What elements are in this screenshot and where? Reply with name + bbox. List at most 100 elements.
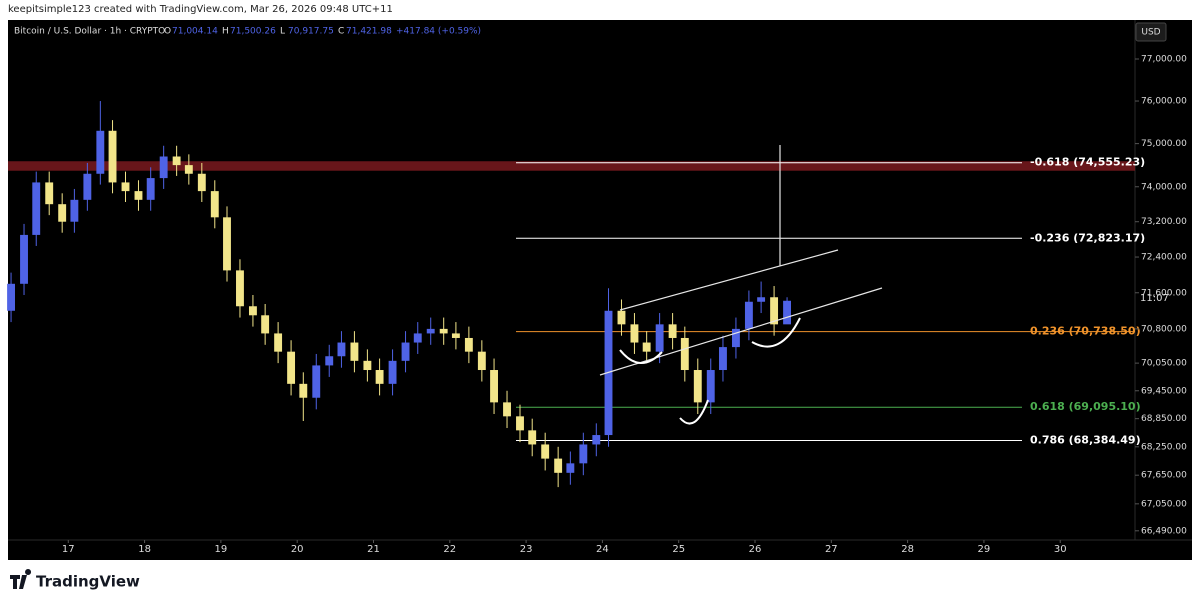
candle-body [744,301,753,329]
chart-background [8,20,1192,560]
candle-body [426,328,435,334]
candle-body [630,324,639,343]
candle-body [146,178,155,200]
symbol-title: Bitcoin / U.S. Dollar · 1h · CRYPTO [14,27,165,37]
candle-body [642,342,651,352]
y-tick-label: 69,450.00 [1141,386,1187,396]
candle-body [134,191,143,200]
x-tick-label: 26 [749,544,762,555]
candle-body [287,351,296,384]
ohlc-value: 71,421.98 [346,27,392,37]
candle-body [541,444,550,459]
brand: TradingView [10,569,140,591]
x-tick-label: 28 [901,544,914,555]
x-tick-label: 21 [367,544,380,555]
top-bar: keepitsimple123 created with TradingView… [0,0,1200,20]
candle-body [261,315,270,334]
candle-body [554,458,563,473]
candle-body [617,310,626,325]
candle-body [83,173,92,200]
candle-body [299,383,308,398]
candle-body [680,337,689,371]
candle-body [121,182,130,192]
brand-name: TradingView [36,573,140,591]
fib-label: -0.618 (74,555.23) [1030,156,1145,169]
y-tick-label: 73,200.00 [1141,217,1187,227]
ohlc-label: O [164,27,171,37]
curve-1 [619,349,663,364]
ohlc-value: 71,500.26 [230,27,276,37]
countdown: 11:07 [1140,293,1169,304]
candle-body [7,283,15,311]
x-tick-label: 17 [62,544,75,555]
y-tick-label: 66,490.00 [1141,526,1187,536]
y-tick-label: 68,850.00 [1141,414,1187,424]
x-tick-label: 24 [596,544,609,555]
candle-body [45,182,54,205]
curve-2 [679,399,709,425]
y-tick-label: 71,600.00 [1141,288,1187,298]
candle-body [274,333,283,352]
y-tick-label: 74,000.00 [1141,182,1187,192]
candle-body [172,156,181,166]
candle-body [401,342,410,361]
candle-body [451,333,460,338]
x-tick-label: 20 [291,544,304,555]
candle-body [236,270,244,307]
candle-body [477,351,486,371]
x-tick-label: 27 [825,544,838,555]
ohlc-value: 71,004.14 [172,27,218,37]
candle-body [184,165,193,174]
y-tick-label: 70,800.00 [1141,324,1187,334]
candle-body [490,370,498,403]
candle-body [363,360,372,371]
candle-body [566,463,575,473]
x-tick-label: 25 [672,544,685,555]
y-tick-label: 68,250.00 [1141,442,1187,452]
candle-body [312,365,321,398]
candle-body [579,444,588,464]
candle-body [592,435,601,445]
ohlc-label: H [222,27,229,37]
candle-body [516,416,524,431]
fib-label: -0.236 (72,823.17) [1030,231,1145,244]
candle-body [108,130,117,183]
candle-body [20,234,28,284]
x-tick-label: 29 [978,544,991,555]
curve-3 [751,317,801,348]
y-tick-label: 67,050.00 [1141,499,1187,509]
fib-label: 0.786 (68,384.49) [1030,433,1141,446]
candle-body [731,328,740,348]
currency-box[interactable] [1135,22,1167,42]
candle-body [757,297,766,302]
candle-body [350,342,359,361]
channel-lower [599,287,883,376]
candle-body [719,347,727,371]
candle-body [70,199,79,222]
y-tick-label: 76,000.00 [1141,97,1187,107]
candle-body [655,324,664,352]
y-tick-label: 70,050.00 [1141,359,1187,369]
zones [8,161,1135,171]
attribution: keepitsimple123 created with TradingView… [8,4,393,15]
currency: USD [1141,28,1160,38]
x-tick-label: 30 [1054,544,1067,555]
x-tick-label: 19 [215,544,228,555]
candles [7,101,791,488]
change: +417.84 (+0.59%) [396,27,481,37]
y-tick-label: 72,400.00 [1141,253,1187,263]
candle-body [770,297,779,325]
candle-body [706,370,715,403]
candle-body [210,191,219,218]
brand-logo [10,569,32,589]
ohlc-value: 70,917.75 [288,27,334,37]
candle-body [248,306,257,316]
y-tick-label: 77,000.00 [1141,55,1187,65]
candle-body [375,370,384,384]
candle-body [464,337,473,352]
candle-body [96,130,105,174]
candle-body [503,402,511,417]
x-tick-label: 18 [138,544,151,555]
ohlc-legend: O 71,004.14 H 71,500.26 L 70,917.75 C 71,421.98… [164,27,481,37]
